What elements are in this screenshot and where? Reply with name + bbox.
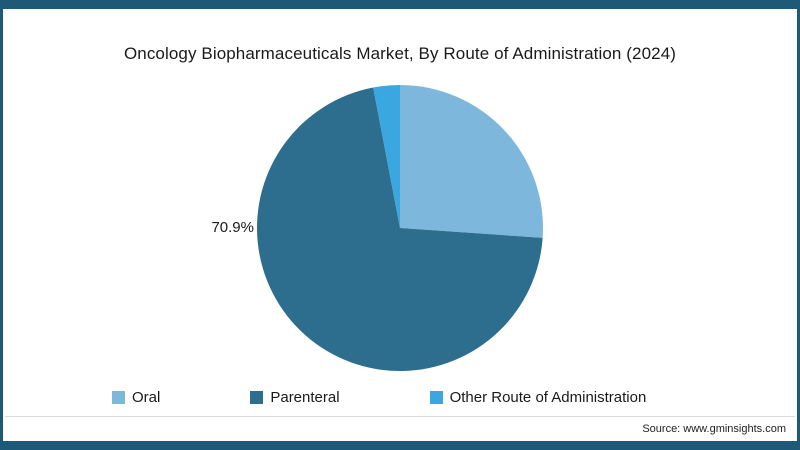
pie-slice-oral xyxy=(400,85,544,238)
legend-swatch-parenteral xyxy=(250,391,264,404)
parenteral-value-label: 70.9% xyxy=(211,219,254,236)
chart-title: Oncology Biopharmaceuticals Market, By R… xyxy=(123,44,677,63)
legend-label-other-route: Other Route of Administration xyxy=(449,389,647,406)
legend-swatch-other-route xyxy=(429,391,443,404)
legend-item-parenteral: Parenteral xyxy=(250,389,340,406)
legend-item-other-route: Other Route of Administration xyxy=(429,389,647,406)
footer-divider xyxy=(5,416,795,417)
pie-chart xyxy=(257,85,544,371)
pie-slice-other-route-of-administration xyxy=(373,85,400,228)
pie-chart-area xyxy=(256,84,544,372)
legend-swatch-oral xyxy=(112,391,125,404)
legend-label-oral: Oral xyxy=(132,389,161,406)
legend: Oral Parenteral Other Route of Administr… xyxy=(0,389,800,406)
legend-item-oral: Oral xyxy=(112,389,160,406)
pie-slice-parenteral xyxy=(257,87,543,371)
source-attribution: Source: www.gminsights.com xyxy=(642,423,786,435)
legend-label-parenteral: Parenteral xyxy=(270,389,340,406)
